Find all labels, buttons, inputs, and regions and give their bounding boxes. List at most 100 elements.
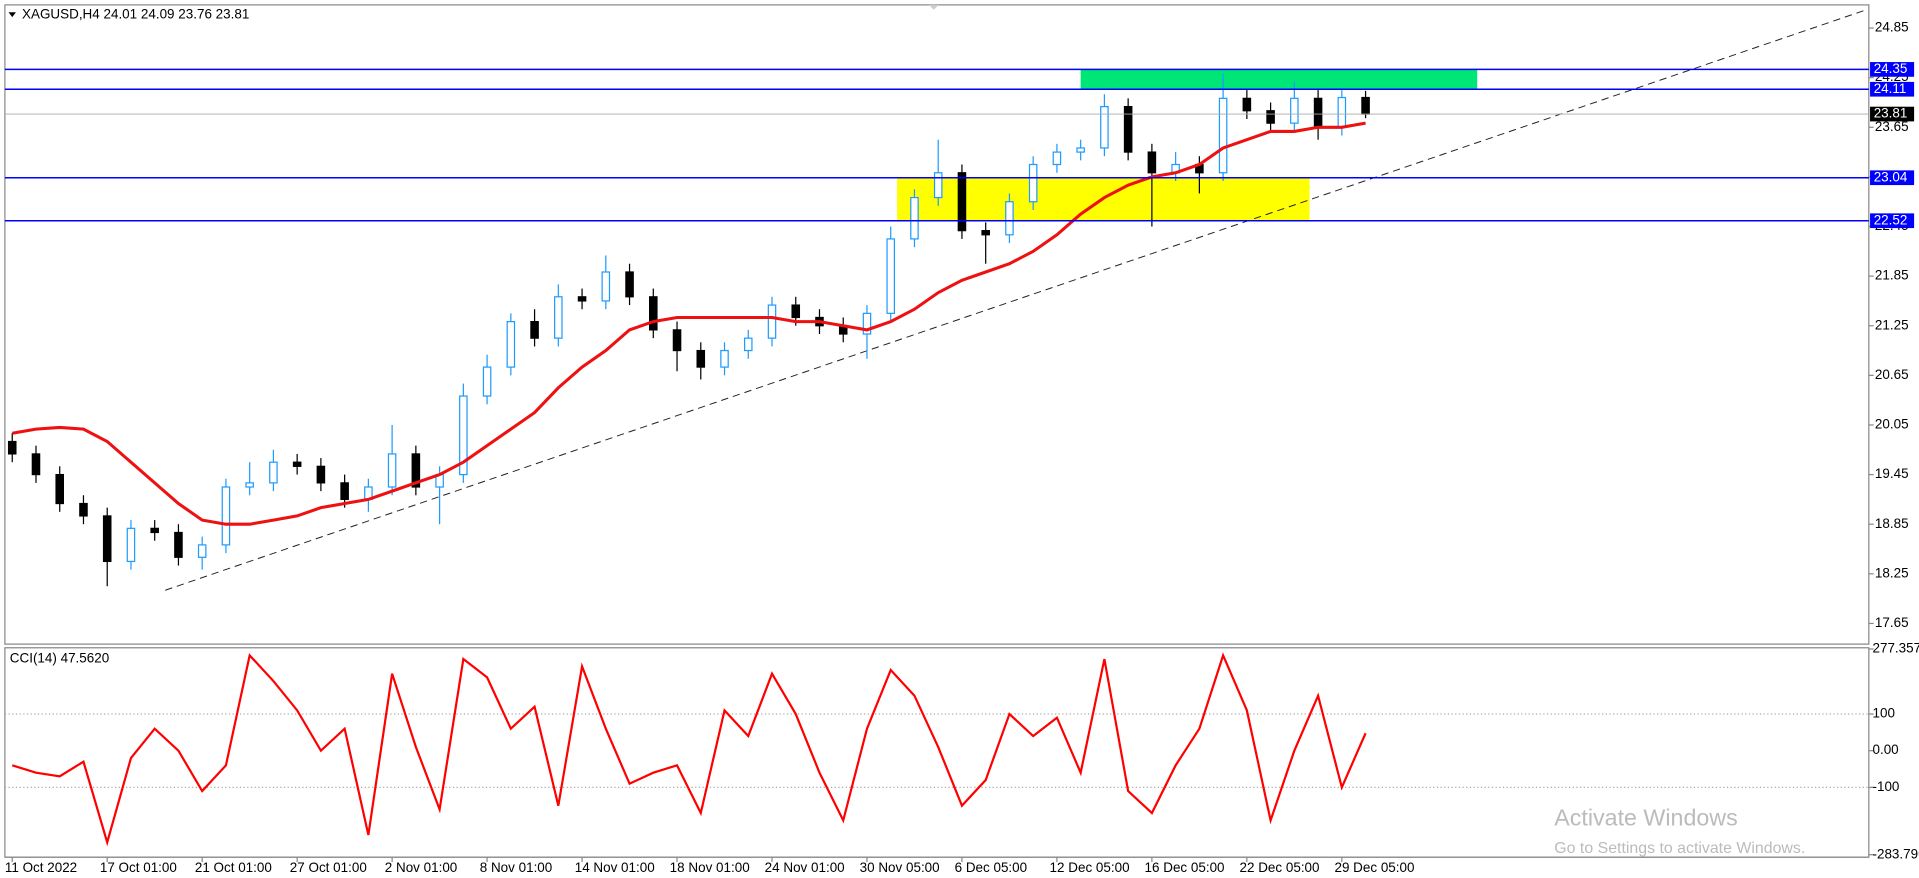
level-label: 23.04 bbox=[1874, 169, 1908, 184]
y-tick-label: 20.05 bbox=[1875, 417, 1909, 432]
main-panel bbox=[4, 4, 1870, 645]
y-tick-label: 21.25 bbox=[1875, 317, 1909, 332]
price-label-bg bbox=[1870, 106, 1915, 122]
zone bbox=[1080, 69, 1478, 90]
candle-body bbox=[1147, 151, 1157, 174]
x-tick-label: 17 Oct 01:00 bbox=[100, 860, 177, 875]
cci-line bbox=[11, 652, 1367, 847]
x-tick-label: 8 Nov 01:00 bbox=[480, 860, 553, 875]
candle-body bbox=[1266, 110, 1275, 124]
candle-body bbox=[316, 465, 326, 484]
watermark-title: Activate Windows bbox=[1554, 804, 1737, 830]
x-tick-label: 11 Oct 2022 bbox=[5, 860, 77, 875]
price-label: 23.81 bbox=[1874, 106, 1908, 121]
candle-body bbox=[506, 320, 516, 368]
candle-body bbox=[601, 271, 611, 302]
chart-title: XAGUSD,H4 24.01 24.09 23.76 23.81 bbox=[22, 6, 249, 21]
candle-body bbox=[1123, 105, 1133, 153]
candle-body bbox=[767, 304, 777, 339]
x-tick-label: 12 Dec 05:00 bbox=[1050, 860, 1130, 875]
menu-arrow bbox=[8, 12, 16, 18]
y-tick-label: -283.796 bbox=[1872, 846, 1919, 861]
candle-body bbox=[1076, 147, 1085, 153]
candle-body bbox=[411, 453, 421, 488]
y-tick-label: 23.65 bbox=[1875, 119, 1909, 134]
candle-body bbox=[1100, 105, 1109, 149]
y-tick-label: 18.85 bbox=[1875, 516, 1909, 531]
candle-body bbox=[862, 312, 872, 335]
candle-body bbox=[1313, 97, 1323, 128]
level-label-bg bbox=[1870, 81, 1915, 97]
candle-body bbox=[743, 337, 753, 352]
candle-body bbox=[886, 238, 896, 314]
x-tick-label: 16 Dec 05:00 bbox=[1145, 860, 1225, 875]
candle-body bbox=[1052, 151, 1062, 166]
y-tick-label: 24.85 bbox=[1875, 20, 1909, 35]
candle-body bbox=[150, 527, 159, 534]
watermark-subtitle: Go to Settings to activate Windows. bbox=[1554, 840, 1805, 857]
candle-body bbox=[625, 271, 634, 298]
y-tick-label: 17.65 bbox=[1875, 615, 1909, 630]
y-tick-label: -100 bbox=[1872, 779, 1899, 794]
moving-average bbox=[11, 121, 1366, 526]
candle-body bbox=[1290, 97, 1299, 124]
y-tick-label: 20.65 bbox=[1875, 367, 1909, 382]
level-label-bg bbox=[1870, 62, 1915, 77]
trend-line bbox=[165, 9, 1867, 591]
x-tick-label: 18 Nov 01:00 bbox=[670, 860, 750, 875]
candle-body bbox=[1218, 97, 1228, 174]
candle-body bbox=[649, 296, 658, 331]
candle-body bbox=[126, 527, 136, 563]
y-tick-label: 19.45 bbox=[1875, 466, 1909, 481]
level-label: 24.11 bbox=[1874, 81, 1907, 96]
y-tick-label: 18.25 bbox=[1875, 565, 1909, 580]
candle-body bbox=[197, 544, 207, 558]
candle-body bbox=[720, 349, 729, 368]
y-tick-label: 21.85 bbox=[1875, 268, 1909, 283]
candle-body bbox=[1005, 201, 1014, 236]
candle-body bbox=[910, 196, 919, 240]
y-tick-label: 277.357 bbox=[1872, 641, 1919, 656]
candle-body bbox=[957, 172, 967, 232]
candle-body bbox=[292, 461, 302, 467]
shift-marker bbox=[928, 4, 939, 10]
level-label: 24.35 bbox=[1874, 61, 1908, 76]
candle-body bbox=[102, 515, 112, 563]
y-tick-label: 0.00 bbox=[1872, 742, 1898, 757]
candle-body bbox=[459, 395, 468, 476]
x-tick-label: 22 Dec 05:00 bbox=[1240, 860, 1320, 875]
x-tick-label: 6 Dec 05:00 bbox=[955, 860, 1028, 875]
candle-body bbox=[696, 349, 706, 368]
x-tick-label: 21 Oct 01:00 bbox=[195, 860, 272, 875]
indicator-title: CCI(14) 47.5620 bbox=[10, 650, 109, 665]
candle-body bbox=[174, 531, 183, 558]
candle-body bbox=[577, 296, 587, 302]
x-tick-label: 29 Dec 05:00 bbox=[1334, 860, 1414, 875]
candle-body bbox=[933, 172, 943, 199]
candle-body bbox=[1028, 163, 1038, 203]
candle-body bbox=[672, 329, 682, 352]
candle-body bbox=[482, 366, 492, 397]
candle-body bbox=[1337, 96, 1347, 128]
candle-body bbox=[340, 482, 349, 501]
candle-body bbox=[7, 440, 17, 455]
candle-body bbox=[1361, 96, 1370, 115]
candle-body bbox=[221, 486, 231, 546]
level-label: 22.52 bbox=[1874, 212, 1908, 227]
candle-body bbox=[55, 473, 65, 505]
candle-body bbox=[245, 482, 254, 488]
candle-body bbox=[1242, 97, 1252, 112]
candle-body bbox=[387, 453, 397, 488]
y-tick-label: 100 bbox=[1872, 706, 1894, 721]
x-tick-label: 2 Nov 01:00 bbox=[385, 860, 458, 875]
candle-body bbox=[269, 461, 278, 484]
candle-body bbox=[530, 320, 539, 339]
x-tick-label: 27 Oct 01:00 bbox=[290, 860, 367, 875]
level-label-bg bbox=[1870, 213, 1915, 229]
candle-body bbox=[981, 230, 990, 236]
x-tick-label: 14 Nov 01:00 bbox=[575, 860, 655, 875]
candle-body bbox=[791, 304, 801, 319]
candle-body bbox=[31, 453, 41, 476]
